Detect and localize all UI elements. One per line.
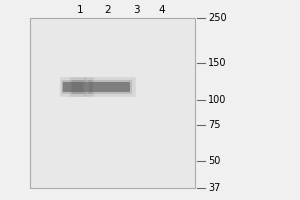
FancyBboxPatch shape — [72, 80, 92, 94]
Text: 50: 50 — [208, 156, 220, 166]
Text: 1: 1 — [77, 5, 83, 15]
Text: 2: 2 — [105, 5, 111, 15]
FancyBboxPatch shape — [63, 82, 83, 92]
Text: 4: 4 — [159, 5, 165, 15]
Bar — [30, 18, 195, 188]
Text: 37: 37 — [208, 183, 220, 193]
Text: 3: 3 — [133, 5, 139, 15]
Text: 100: 100 — [208, 95, 226, 105]
Text: 75: 75 — [208, 120, 220, 130]
Text: 150: 150 — [208, 58, 226, 68]
FancyBboxPatch shape — [60, 77, 86, 97]
FancyBboxPatch shape — [90, 82, 130, 92]
Text: 250: 250 — [208, 13, 226, 23]
FancyBboxPatch shape — [70, 77, 94, 97]
FancyBboxPatch shape — [84, 77, 136, 97]
FancyBboxPatch shape — [88, 80, 132, 94]
FancyBboxPatch shape — [62, 80, 84, 94]
FancyBboxPatch shape — [73, 82, 92, 92]
